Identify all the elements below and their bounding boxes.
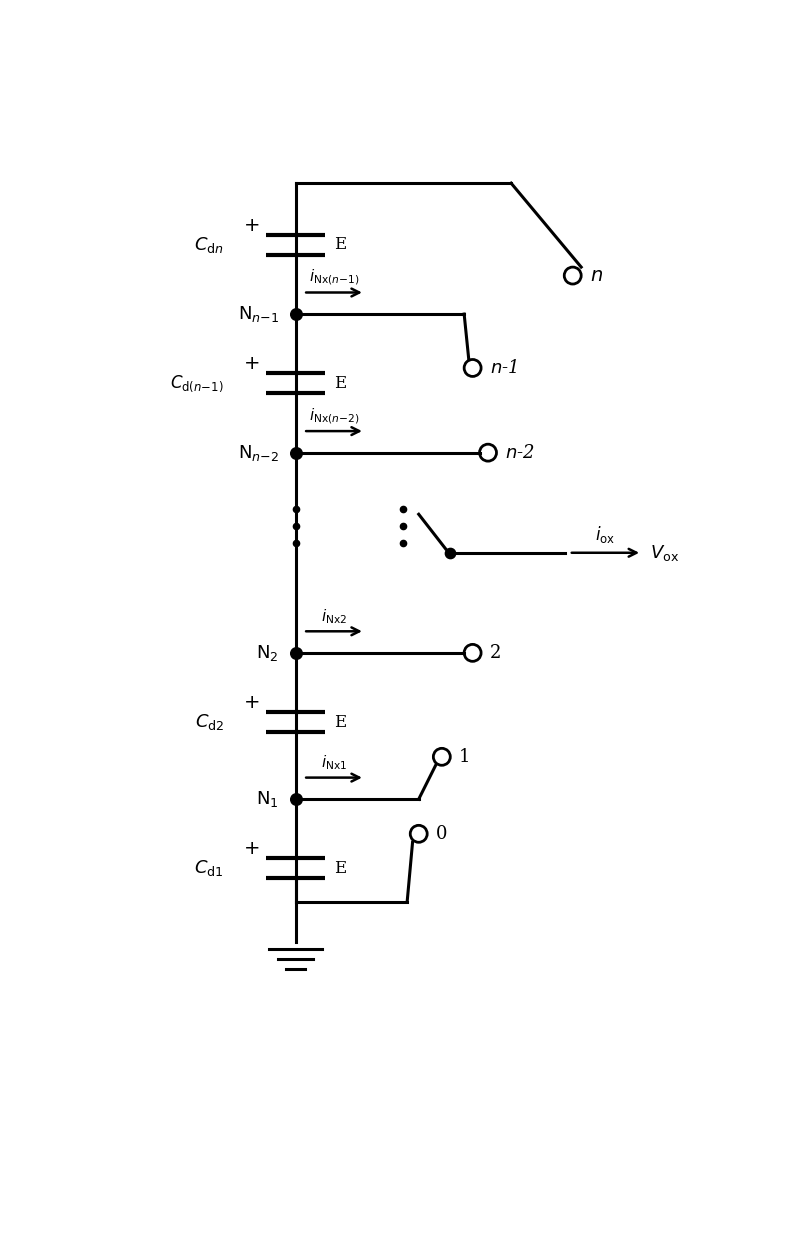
- Text: $\mathrm{N}_2$: $\mathrm{N}_2$: [256, 643, 279, 663]
- Text: 0: 0: [436, 825, 447, 843]
- Text: E: E: [334, 714, 347, 730]
- Text: $C_{\mathrm{d}(n\mathrm{-1})}$: $C_{\mathrm{d}(n\mathrm{-1})}$: [170, 373, 224, 393]
- Text: $i_{\mathrm{Nx}(n\mathrm{-2})}$: $i_{\mathrm{Nx}(n\mathrm{-2})}$: [309, 406, 360, 425]
- Text: E: E: [334, 236, 347, 254]
- Text: $i_{\mathrm{Nx}(n\mathrm{-1})}$: $i_{\mathrm{Nx}(n\mathrm{-1})}$: [309, 267, 360, 287]
- Text: $n$: $n$: [590, 266, 603, 285]
- Text: $i_{\mathrm{Nx2}}$: $i_{\mathrm{Nx2}}$: [321, 607, 347, 626]
- Text: $\mathrm{N}_1$: $\mathrm{N}_1$: [256, 789, 279, 809]
- Text: $\mathrm{N}_{n\mathrm{-1}}$: $\mathrm{N}_{n\mathrm{-1}}$: [238, 304, 279, 323]
- Text: +: +: [244, 840, 261, 858]
- Text: $C_{\mathrm{d}n}$: $C_{\mathrm{d}n}$: [194, 235, 224, 255]
- Text: $n$-2: $n$-2: [505, 444, 535, 462]
- Text: E: E: [334, 860, 347, 877]
- Point: [443, 542, 456, 562]
- Text: $i_{\mathrm{Nx1}}$: $i_{\mathrm{Nx1}}$: [321, 754, 347, 773]
- Text: E: E: [334, 374, 347, 392]
- Text: $C_{\mathrm{d1}}$: $C_{\mathrm{d1}}$: [195, 858, 224, 878]
- Text: $V_{\mathrm{ox}}$: $V_{\mathrm{ox}}$: [650, 542, 679, 562]
- Text: $\mathrm{N}_{n\mathrm{-2}}$: $\mathrm{N}_{n\mathrm{-2}}$: [238, 443, 279, 463]
- Text: 1: 1: [459, 748, 470, 766]
- Text: $C_{\mathrm{d2}}$: $C_{\mathrm{d2}}$: [195, 712, 224, 733]
- Text: +: +: [244, 355, 261, 373]
- Text: $i_{\mathrm{ox}}$: $i_{\mathrm{ox}}$: [595, 524, 616, 545]
- Point: [289, 304, 302, 323]
- Text: +: +: [244, 215, 261, 235]
- Text: 2: 2: [490, 644, 501, 662]
- Text: +: +: [244, 693, 261, 712]
- Point: [289, 643, 302, 663]
- Point: [289, 789, 302, 809]
- Text: $n$-1: $n$-1: [490, 360, 517, 377]
- Point: [289, 443, 302, 463]
